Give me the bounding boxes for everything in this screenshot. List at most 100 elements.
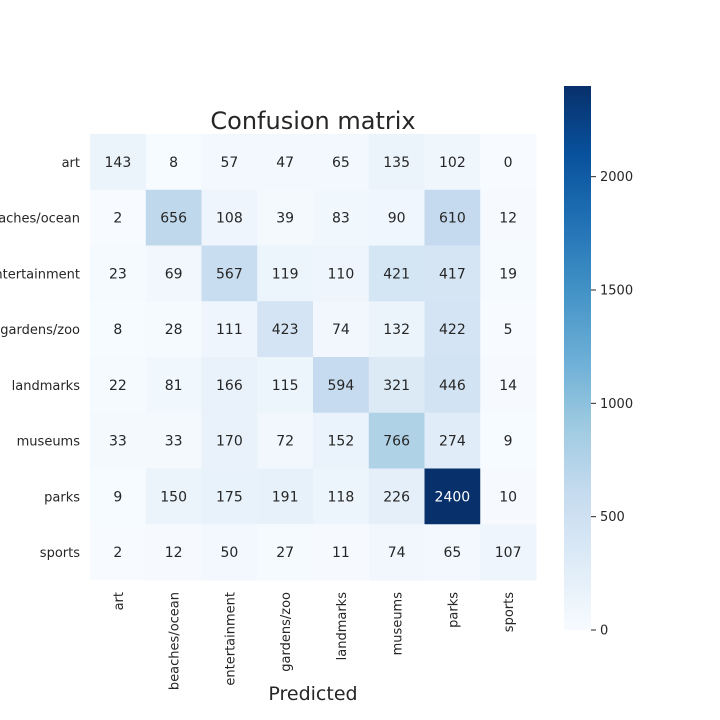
cell-value-label: 33 — [109, 434, 127, 450]
cell-value-label: 274 — [439, 434, 466, 450]
cell-value-label: 150 — [160, 489, 187, 505]
cell-value-label: 0 — [504, 155, 513, 171]
heatmap-cell — [201, 412, 258, 469]
heatmap-cell — [145, 134, 202, 191]
cell-value-label: 5 — [504, 322, 513, 338]
cell-value-label: 2400 — [435, 489, 471, 505]
x-axis-label: Predicted — [268, 683, 357, 705]
heatmap-cell — [90, 524, 147, 581]
cell-value-label: 2 — [113, 545, 122, 561]
cell-value-label: 108 — [216, 211, 243, 227]
cell-value-label: 2 — [113, 211, 122, 227]
cell-value-label: 421 — [383, 266, 410, 282]
col-tick-label: entertainment — [223, 592, 238, 686]
cell-value-label: 175 — [216, 489, 243, 505]
heatmap-cell — [368, 301, 425, 358]
heatmap-cell — [368, 524, 425, 581]
heatmap-cell — [201, 245, 258, 302]
col-tick-label: sports — [502, 592, 517, 632]
heatmap-cell — [257, 189, 314, 246]
heatmap-cell — [257, 412, 314, 469]
col-tick-label: gardens/zoo — [279, 592, 294, 672]
cell-value-label: 28 — [165, 322, 183, 338]
cell-value-label: 69 — [165, 266, 183, 282]
cell-value-label: 10 — [499, 489, 517, 505]
cell-value-label: 74 — [388, 545, 406, 561]
cell-value-label: 170 — [216, 434, 243, 450]
heatmap-cell — [424, 301, 481, 358]
cell-value-label: 72 — [276, 434, 294, 450]
row-tick-label: beaches/ocean — [0, 212, 80, 227]
heatmap-cell — [313, 468, 370, 525]
cell-value-label: 423 — [272, 322, 299, 338]
cell-value-label: 81 — [165, 378, 183, 394]
cell-value-label: 107 — [495, 545, 522, 561]
cell-value-label: 766 — [383, 434, 410, 450]
heatmap-cell — [313, 524, 370, 581]
heatmap-cell — [145, 412, 202, 469]
colorbar-tick-label: 0 — [600, 624, 608, 639]
heatmap-cell — [424, 189, 481, 246]
heatmap-cell — [424, 468, 481, 525]
colorbar — [564, 86, 591, 630]
colorbar-tick-label: 2000 — [600, 170, 633, 185]
cell-value-label: 33 — [165, 434, 183, 450]
col-tick-labels: art beaches/ocean entertainment gardens/zoo… — [112, 592, 517, 690]
col-tick-label: parks — [446, 592, 461, 628]
cell-value-label: 446 — [439, 378, 466, 394]
heatmap-cell — [257, 524, 314, 581]
cell-value-label: 567 — [216, 266, 243, 282]
heatmap-cell — [90, 301, 147, 358]
cell-value-label: 226 — [383, 489, 410, 505]
cell-value-label: 8 — [113, 322, 122, 338]
cell-value-label: 118 — [328, 489, 355, 505]
cell-value-label: 23 — [109, 266, 127, 282]
heatmap-cell — [257, 134, 314, 191]
cell-value-label: 135 — [383, 155, 410, 171]
heatmap-cell — [424, 524, 481, 581]
heatmap-cell — [201, 357, 258, 414]
heatmap-cell — [145, 357, 202, 414]
cell-value-label: 152 — [328, 434, 355, 450]
cell-value-label: 65 — [443, 545, 461, 561]
chart-title: Confusion matrix — [210, 107, 415, 135]
heatmap-cell — [480, 412, 537, 469]
col-tick-label: landmarks — [335, 592, 350, 661]
heatmap-cell — [424, 357, 481, 414]
heatmap-cell — [313, 134, 370, 191]
cell-value-label: 47 — [276, 155, 294, 171]
colorbar-tick-label: 1000 — [600, 397, 633, 412]
cell-value-label: 422 — [439, 322, 466, 338]
heatmap-cell — [201, 189, 258, 246]
cell-value-label: 39 — [276, 211, 294, 227]
heatmap-cell — [480, 245, 537, 302]
cell-value-label: 50 — [220, 545, 238, 561]
cell-value-label: 83 — [332, 211, 350, 227]
heatmap-cell — [145, 301, 202, 358]
heatmap-cell — [480, 134, 537, 191]
heatmap-cell — [145, 189, 202, 246]
heatmap-cell — [368, 412, 425, 469]
row-tick-label: art — [62, 156, 80, 171]
cell-value-label: 656 — [160, 211, 187, 227]
cell-value-label: 321 — [383, 378, 410, 394]
heatmap-cell — [90, 468, 147, 525]
cell-value-label: 111 — [216, 322, 243, 338]
cell-value-label: 90 — [388, 211, 406, 227]
heatmap-cell — [480, 301, 537, 358]
heatmap-cell — [480, 357, 537, 414]
cell-value-label: 12 — [499, 211, 517, 227]
heatmap-cell — [313, 245, 370, 302]
heatmap-cell — [90, 412, 147, 469]
heatmap-cell — [201, 468, 258, 525]
cell-value-label: 102 — [439, 155, 466, 171]
heatmap-cell — [368, 468, 425, 525]
heatmap-cell — [201, 301, 258, 358]
row-tick-label: landmarks — [12, 379, 81, 394]
heatmap-cell — [368, 134, 425, 191]
heatmap-cell — [480, 468, 537, 525]
heatmap-cell — [257, 357, 314, 414]
heatmap-cell — [368, 357, 425, 414]
heatmap-cell — [145, 245, 202, 302]
